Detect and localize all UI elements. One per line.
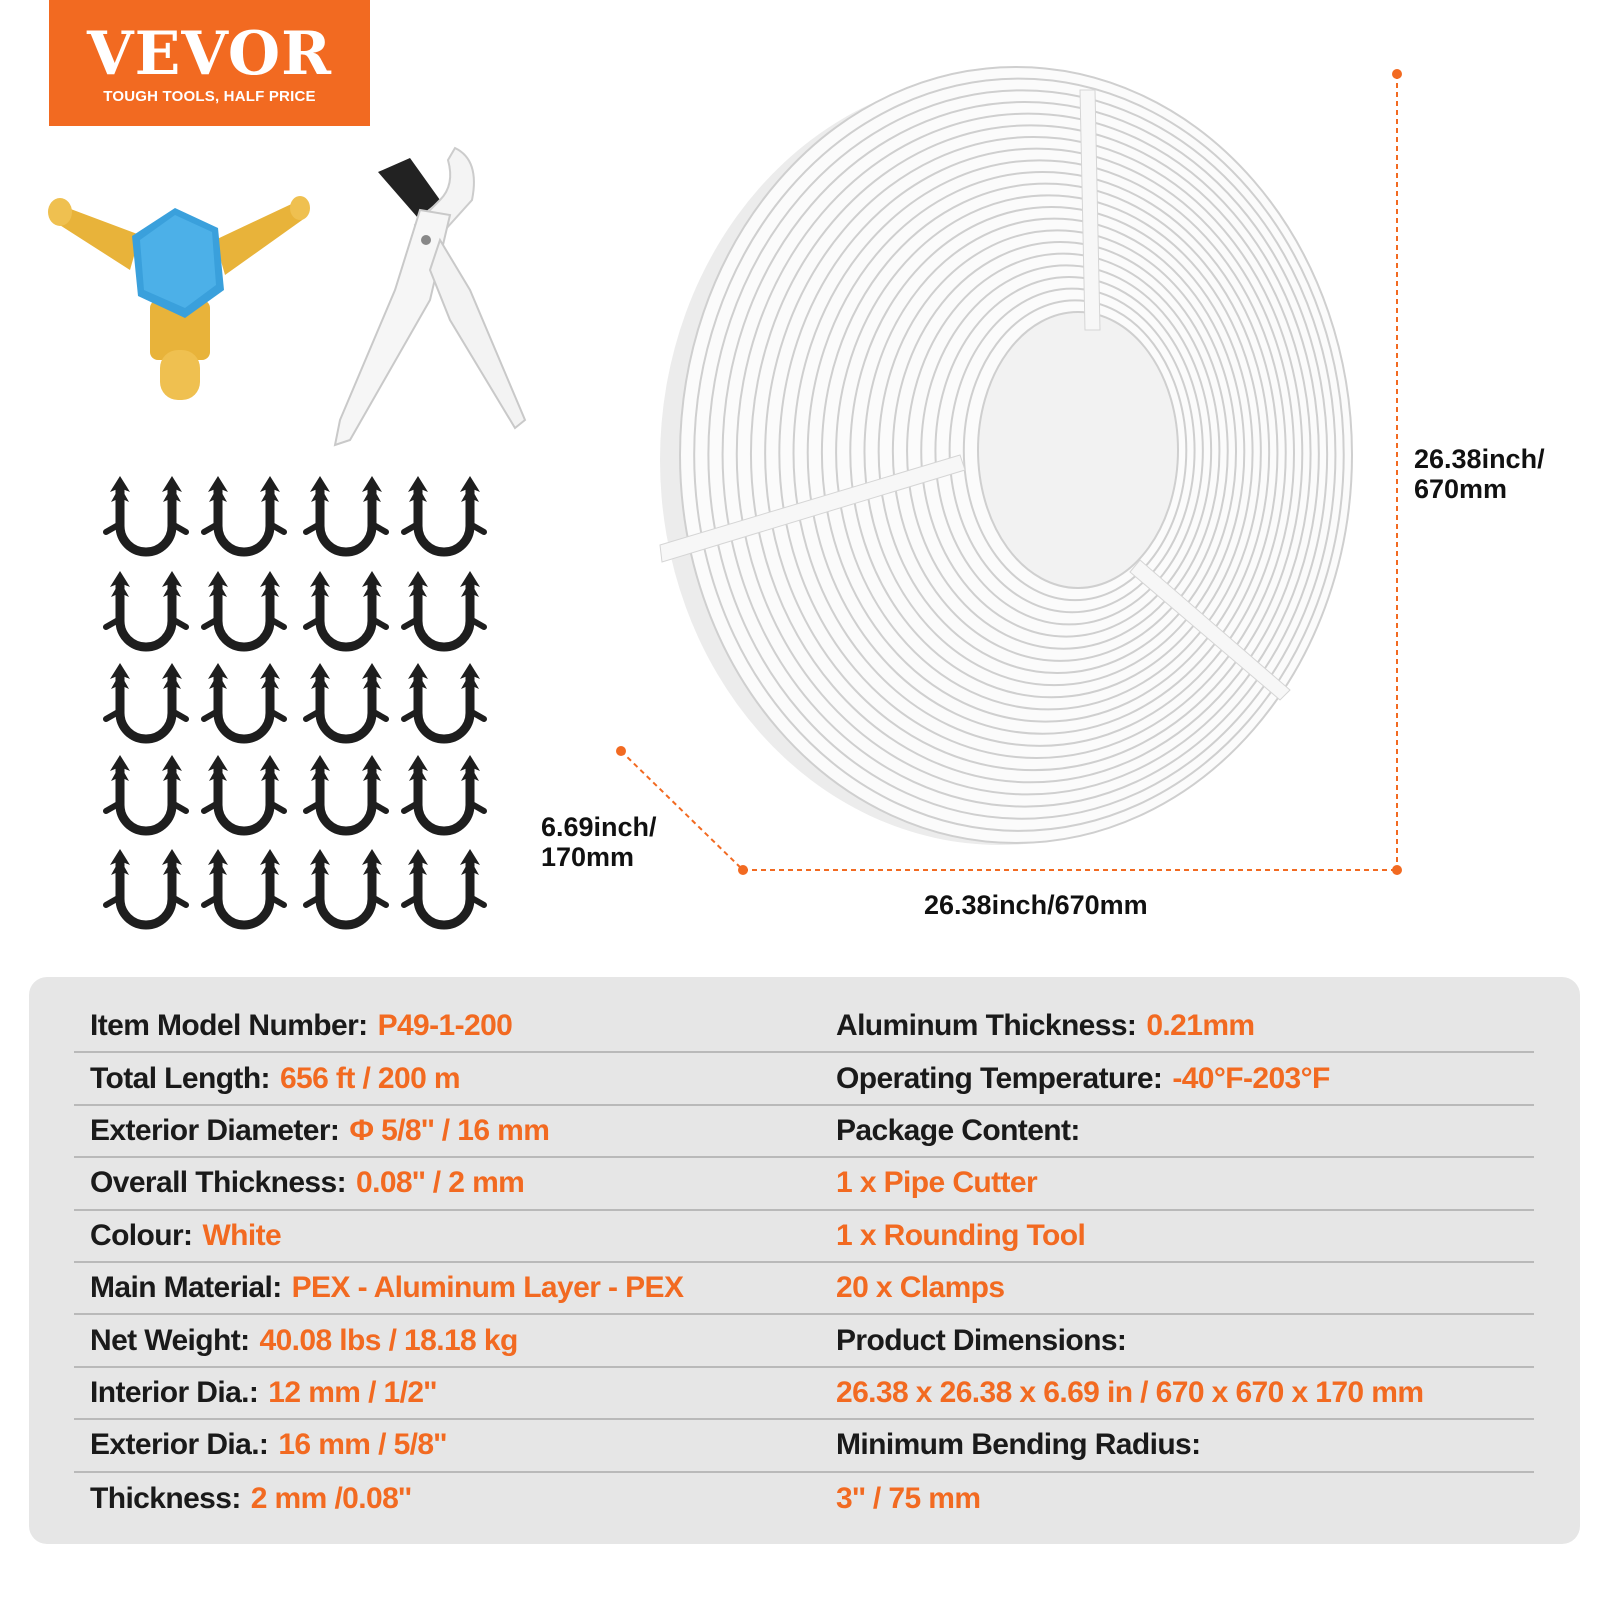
spec-row-clamps: 20 x Clamps [820,1263,1534,1316]
spec-label: Exterior Dia.: [90,1428,269,1462]
height-dimension-label: 26.38inch/ 670mm [1414,444,1545,504]
spec-value: -40°F-203°F [1172,1061,1330,1095]
clamp-icon [106,663,186,739]
spec-value: 20 x Clamps [836,1271,1005,1305]
spec-row-rounding-tool: 1 x Rounding Tool [820,1211,1534,1263]
rounding-tool-image [48,196,310,400]
spec-value: P49-1-200 [377,1009,513,1043]
specifications-panel: Item Model Number: P49-1-200 Total Length… [29,977,1580,1544]
clamp-icon [404,571,484,647]
spec-label: Total Length: [90,1061,271,1095]
spec-value: 1 x Pipe Cutter [836,1166,1038,1200]
spec-value: 40.08 lbs / 18.18 kg [259,1323,519,1357]
clamp-icon [306,476,386,552]
dimension-endpoints [616,69,1402,875]
spec-label: Main Material: [90,1271,282,1305]
spec-label: Item Model Number: [90,1009,368,1043]
spec-label: Overall Thickness: [90,1166,347,1200]
spec-row-dimensions-value: 26.38 x 26.38 x 6.69 in / 670 x 670 x 17… [820,1368,1534,1421]
height-mm: 670mm [1414,474,1508,504]
spec-value: PEX - Aluminum Layer - PEX [291,1271,684,1305]
spec-value: 0.08'' / 2 mm [356,1166,525,1200]
spec-label: Operating Temperature: [836,1061,1163,1095]
spec-row-exterior-diameter: Exterior Diameter: Φ 5/8'' / 16 mm [74,1106,820,1159]
clamp-icon [404,755,484,831]
width-dimension-label: 26.38inch/670mm [924,890,1148,920]
cable-tie [659,454,966,563]
spec-value: 3'' / 75 mm [836,1481,981,1515]
cable-tie [1129,559,1291,701]
spec-row-thickness: Thickness: 2 mm /0.08'' [74,1473,820,1525]
specs-left-column: Item Model Number: P49-1-200 Total Length… [74,1001,820,1525]
brand-name: VEVOR [87,19,332,89]
spec-row-aluminum-thickness: Aluminum Thickness: 0.21mm [820,1001,1534,1054]
spec-label: Interior Dia.: [90,1375,259,1409]
clamp-icon [204,849,284,925]
spec-label: Product Dimensions: [836,1323,1127,1357]
product-illustration [48,66,1402,960]
spec-label: Thickness: [90,1481,241,1515]
spec-row-bending-radius: Minimum Bending Radius: [820,1420,1534,1473]
spec-row-material: Main Material: PEX - Aluminum Layer - PEX [74,1263,820,1316]
clamp-icon [306,571,386,647]
spec-value: Φ 5/8'' / 16 mm [349,1113,550,1147]
vevor-logo: VEVOR TOUGH TOOLS, HALF PRICE [49,0,370,126]
clamp-icon [204,476,284,552]
pex-pipe-coil-image [659,66,1353,845]
spec-value: 16 mm / 5/8'' [278,1428,447,1462]
spec-label: Colour: [90,1218,193,1252]
spec-row-exterior-dia: Exterior Dia.: 16 mm / 5/8'' [74,1420,820,1473]
spec-value: White [202,1218,282,1252]
spec-value: 2 mm /0.08'' [250,1481,412,1515]
dimension-lines [620,74,1398,871]
pipe-cutter-image [333,146,527,447]
spec-label: Exterior Diameter: [90,1113,340,1147]
spec-label: Minimum Bending Radius: [836,1428,1201,1462]
coil-loop [977,311,1179,589]
clamp-icon [306,849,386,925]
spec-label: Net Weight: [90,1323,250,1357]
spec-row-model: Item Model Number: P49-1-200 [74,1001,820,1054]
spec-row-net-weight: Net Weight: 40.08 lbs / 18.18 kg [74,1315,820,1368]
spec-value: 12 mm / 1/2'' [268,1375,437,1409]
spec-row-interior-dia: Interior Dia.: 12 mm / 1/2'' [74,1368,820,1421]
spec-row-overall-thickness: Overall Thickness: 0.08'' / 2 mm [74,1158,820,1211]
brand-tagline: TOUGH TOOLS, HALF PRICE [103,88,316,105]
clamp-icon [404,476,484,552]
spec-row-operating-temperature: Operating Temperature: -40°F-203°F [820,1053,1534,1106]
spec-label: Aluminum Thickness: [836,1009,1137,1043]
cable-tie [1079,89,1101,331]
clamp-icon [204,571,284,647]
clamp-icon [106,849,186,925]
clamp-icon [106,571,186,647]
spec-value: 26.38 x 26.38 x 6.69 in / 670 x 670 x 17… [836,1375,1424,1409]
clamps-grid [106,476,484,925]
depth-dimension-label: 6.69inch/ 170mm [541,812,657,872]
spec-value: 0.21mm [1146,1009,1255,1043]
specs-right-column: Aluminum Thickness: 0.21mm Operating Temp… [820,1001,1534,1525]
spec-row-package-content: Package Content: [820,1106,1534,1159]
spec-value: 656 ft / 200 m [279,1061,461,1095]
spec-row-product-dimensions: Product Dimensions: [820,1315,1534,1368]
height-inch: 26.38inch/ [1414,444,1545,474]
depth-inch: 6.69inch/ [541,812,657,842]
spec-row-colour: Colour: White [74,1211,820,1263]
clamp-icon [306,755,386,831]
clamp-icon [204,755,284,831]
clamp-icon [204,663,284,739]
spec-label: Package Content: [836,1113,1080,1147]
clamp-icon [106,755,186,831]
clamp-icon [404,663,484,739]
spec-value: 1 x Rounding Tool [836,1218,1086,1252]
depth-dimension-line [620,750,744,871]
clamp-icon [306,663,386,739]
clamp-icon [106,476,186,552]
clamp-icon [404,849,484,925]
spec-row-bending-radius-value: 3'' / 75 mm [820,1473,1534,1525]
depth-mm: 170mm [541,842,635,872]
spec-row-pipe-cutter: 1 x Pipe Cutter [820,1158,1534,1211]
spec-row-total-length: Total Length: 656 ft / 200 m [74,1053,820,1106]
